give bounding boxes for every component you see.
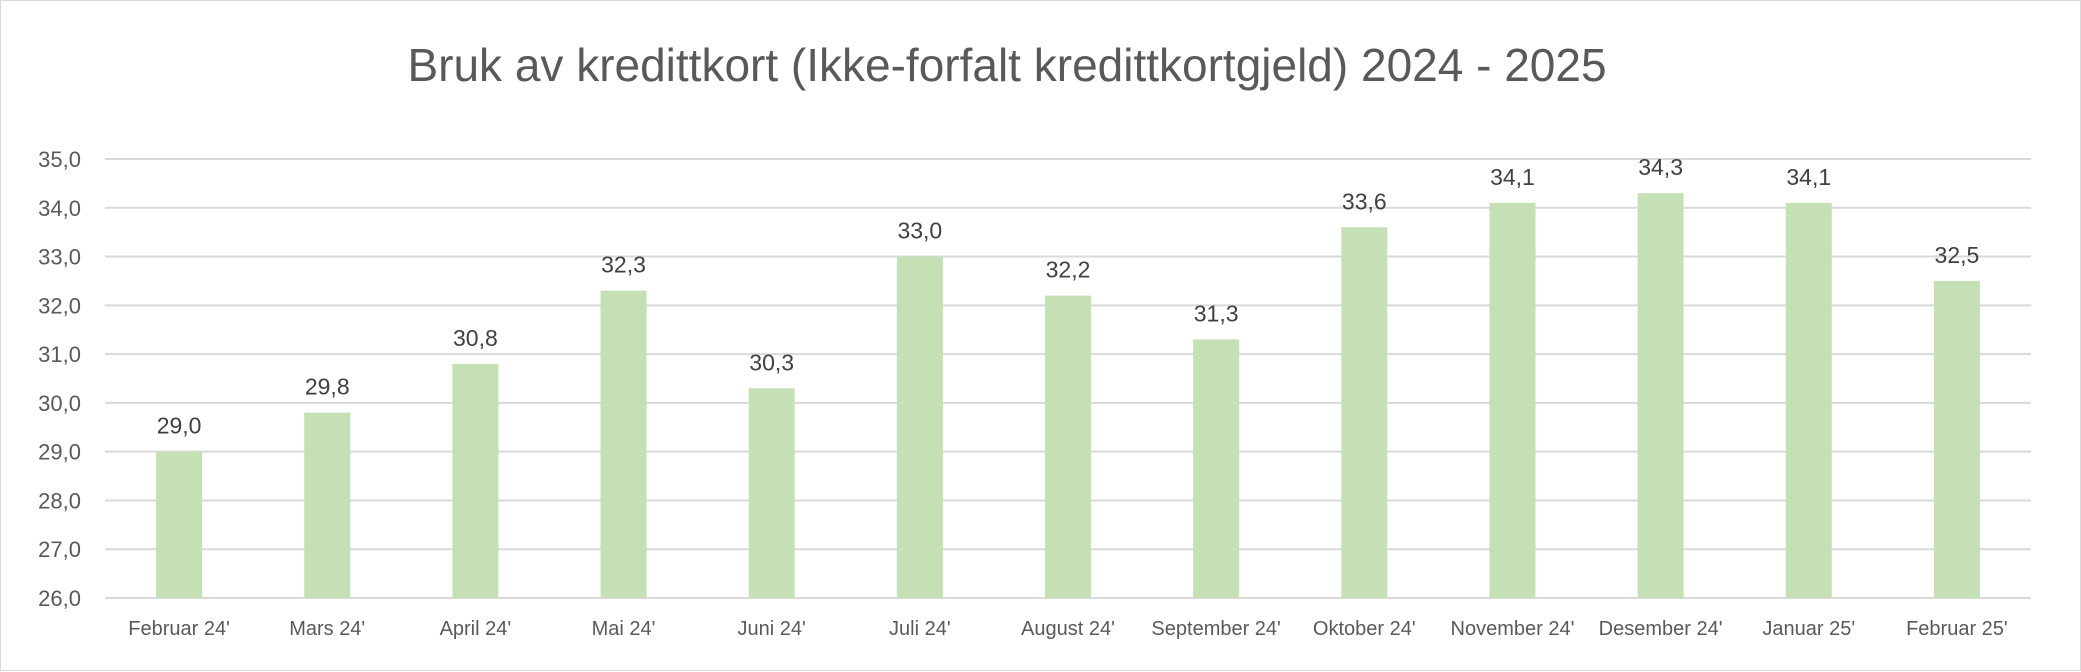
x-tick-label: September 24' xyxy=(1151,618,1280,640)
x-tick-label: Oktober 24' xyxy=(1313,618,1416,640)
x-axis: Februar 24' Mars 24' April 24' Mai 24' Juni … xyxy=(128,618,2008,640)
y-axis: 26,0 27,0 28,0 29,0 30,0 31,0 32,0 33,0 34,0 35,0 xyxy=(38,147,81,611)
data-label: 30,8 xyxy=(453,325,498,351)
x-tick-label: Mars 24' xyxy=(289,618,365,640)
data-label: 29,8 xyxy=(305,374,350,400)
data-labels: 29,0 29,8 30,8 32,3 30,3 33,0 32,2 31,3 33,6 34,1… xyxy=(157,154,1980,439)
data-label: 33,6 xyxy=(1342,188,1387,214)
x-tick-label: Mai 24' xyxy=(592,618,656,640)
x-tick-label: Februar 25' xyxy=(1906,618,2008,640)
bar xyxy=(1489,202,1536,598)
bars xyxy=(156,193,1980,599)
bar xyxy=(1045,295,1091,598)
data-label: 34,3 xyxy=(1638,154,1683,180)
bar xyxy=(1341,227,1388,599)
y-tick-label: 27,0 xyxy=(38,537,81,562)
y-tick-label: 35,0 xyxy=(38,147,81,172)
x-tick-label: Juli 24' xyxy=(889,618,951,640)
y-tick-label: 28,0 xyxy=(38,488,81,513)
x-tick-label: Juni 24' xyxy=(738,618,806,640)
data-label: 34,1 xyxy=(1490,164,1535,190)
x-tick-label: Desember 24' xyxy=(1599,618,1723,640)
bar xyxy=(1933,280,1980,598)
bar xyxy=(1785,202,1832,598)
y-tick-label: 30,0 xyxy=(38,391,81,416)
chart-title: Bruk av kredittkort (Ikke-forfalt kredit… xyxy=(407,39,1606,91)
bar xyxy=(748,388,795,598)
y-tick-label: 31,0 xyxy=(38,342,81,367)
bar xyxy=(896,256,943,598)
y-tick-label: 26,0 xyxy=(38,586,81,611)
bar xyxy=(452,363,499,598)
data-label: 32,3 xyxy=(601,252,646,278)
x-tick-label: August 24' xyxy=(1021,618,1115,640)
data-label: 32,5 xyxy=(1935,242,1980,268)
y-tick-label: 32,0 xyxy=(38,293,81,318)
y-tick-label: 34,0 xyxy=(38,196,81,221)
bar xyxy=(1193,339,1240,598)
bar xyxy=(156,451,203,598)
x-tick-label: Januar 25' xyxy=(1762,618,1855,640)
data-label: 34,1 xyxy=(1786,164,1831,190)
data-label: 33,0 xyxy=(897,218,942,244)
y-tick-label: 29,0 xyxy=(38,440,81,465)
data-label: 32,2 xyxy=(1046,257,1091,283)
data-label: 29,0 xyxy=(157,413,202,439)
y-tick-label: 33,0 xyxy=(38,245,81,270)
x-tick-label: Februar 24' xyxy=(128,618,230,640)
bar xyxy=(1637,193,1684,598)
data-label: 31,3 xyxy=(1194,300,1239,326)
bar xyxy=(600,290,647,598)
x-tick-label: April 24' xyxy=(440,618,512,640)
bar xyxy=(304,412,351,598)
x-tick-label: November 24' xyxy=(1451,618,1575,640)
data-label: 30,3 xyxy=(749,349,794,375)
